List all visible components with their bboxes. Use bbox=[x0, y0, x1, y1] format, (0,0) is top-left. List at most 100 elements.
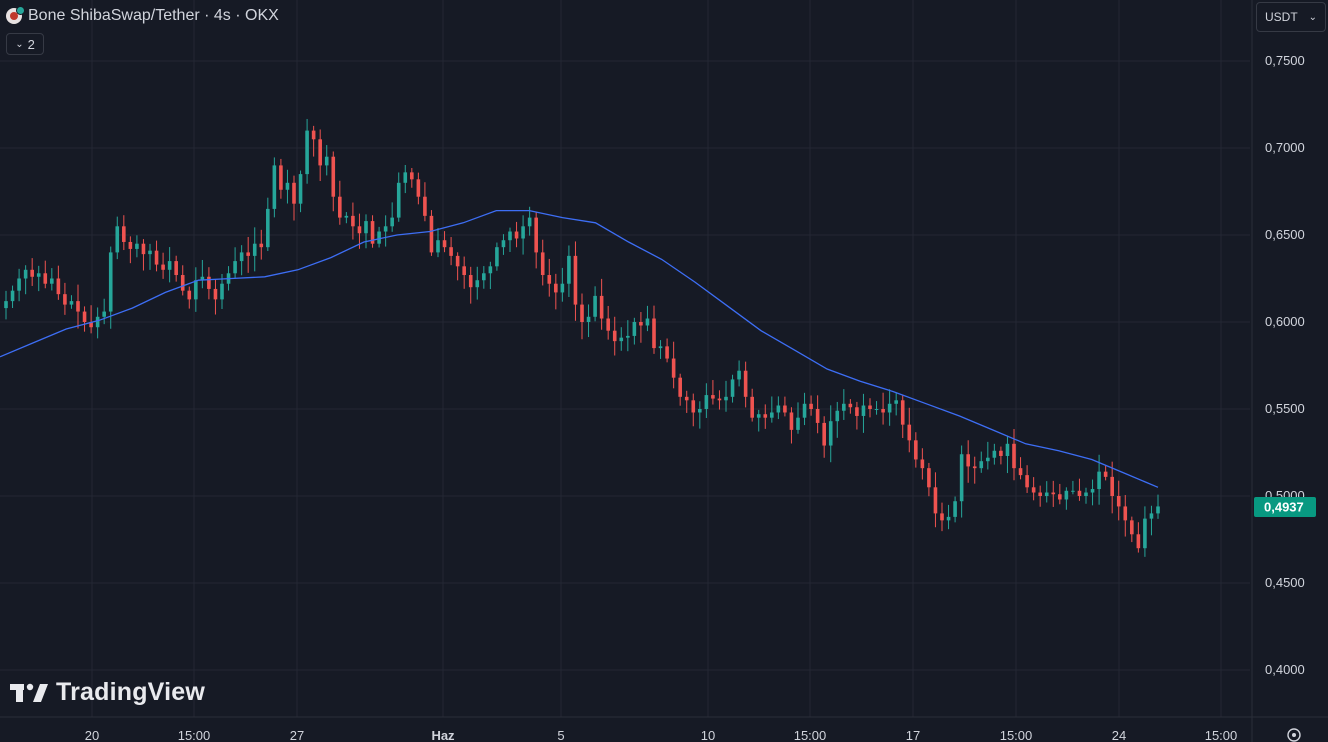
candle-body bbox=[383, 226, 388, 232]
candle-body bbox=[233, 261, 237, 274]
candle-body bbox=[1110, 476, 1114, 496]
candle-body bbox=[468, 275, 473, 288]
chevron-down-icon: ⌄ bbox=[15, 38, 24, 50]
candle-body bbox=[986, 457, 990, 462]
indicator-count: 2 bbox=[27, 36, 35, 52]
candle-body bbox=[36, 273, 41, 277]
settings-icon[interactable] bbox=[1287, 728, 1301, 742]
y-tick-label: 0,7000 bbox=[1265, 140, 1305, 155]
candle-body bbox=[482, 273, 486, 281]
candle-body bbox=[776, 405, 781, 413]
candle-body bbox=[429, 215, 434, 253]
x-tick-label: 17 bbox=[906, 728, 920, 742]
candle-body bbox=[920, 459, 925, 469]
candle-body bbox=[999, 450, 1003, 456]
candle-body bbox=[50, 278, 54, 284]
candle-body bbox=[796, 417, 800, 430]
candle-body bbox=[842, 403, 846, 411]
candle-body bbox=[547, 275, 552, 284]
candle-body bbox=[501, 240, 506, 248]
currency-label: USDT bbox=[1265, 10, 1298, 24]
y-tick-label: 0,5500 bbox=[1265, 401, 1305, 416]
candle-body bbox=[259, 243, 264, 248]
candle-body bbox=[213, 288, 218, 300]
candle-body bbox=[10, 290, 15, 302]
candle-body bbox=[953, 501, 957, 517]
candle-body bbox=[907, 424, 912, 441]
candle-body bbox=[711, 395, 715, 399]
candle-body bbox=[455, 255, 460, 267]
candle-body bbox=[678, 377, 682, 397]
candle-body bbox=[658, 346, 663, 349]
candle-body bbox=[1058, 494, 1062, 500]
x-tick-label: 10 bbox=[701, 728, 715, 742]
candle-body bbox=[835, 410, 840, 422]
candle-body bbox=[933, 487, 938, 514]
candle-body bbox=[959, 454, 964, 502]
candle-body bbox=[357, 226, 362, 234]
candle-body bbox=[207, 276, 211, 289]
candle-body bbox=[874, 409, 879, 410]
candle-body bbox=[423, 196, 427, 216]
candle-body bbox=[174, 261, 178, 276]
candle-body bbox=[495, 247, 499, 267]
last-price-badge: 0,4937 bbox=[1254, 496, 1316, 517]
candle-body bbox=[324, 156, 329, 166]
candle-body bbox=[396, 182, 401, 218]
candle-body bbox=[318, 139, 322, 166]
candle-body bbox=[1143, 518, 1147, 549]
candles bbox=[4, 118, 1160, 557]
candle-body bbox=[76, 301, 80, 312]
candle-body bbox=[927, 468, 931, 488]
candle-body bbox=[161, 264, 165, 270]
candle-body bbox=[351, 215, 355, 227]
x-tick-label: 15:00 bbox=[178, 728, 211, 742]
candle-body bbox=[1130, 520, 1134, 535]
y-tick-label: 0,6000 bbox=[1265, 314, 1305, 329]
x-axis-labels: 20 15:00 27 Haz 5 10 15:00 17 15:00 24 15:00 bbox=[85, 728, 1238, 742]
candle-body bbox=[861, 405, 866, 416]
candle-body bbox=[815, 409, 820, 423]
candle-body bbox=[108, 252, 113, 312]
candle-body bbox=[1136, 534, 1141, 549]
candle-body bbox=[331, 156, 336, 197]
candle-body bbox=[102, 311, 106, 317]
indicators-toggle-button[interactable]: ⌄ 2 bbox=[6, 33, 44, 55]
candle-body bbox=[279, 165, 283, 190]
candle-body bbox=[684, 396, 689, 401]
candle-body bbox=[724, 396, 728, 401]
candle-body bbox=[1123, 506, 1128, 521]
candle-body bbox=[1025, 475, 1029, 488]
candle-body bbox=[940, 513, 944, 521]
candle-body bbox=[881, 409, 885, 413]
candle-body bbox=[1012, 443, 1016, 469]
candle-body bbox=[1044, 492, 1049, 496]
candle-body bbox=[298, 174, 303, 204]
candle-body bbox=[527, 217, 532, 227]
candle-body bbox=[17, 278, 21, 291]
candle-body bbox=[665, 346, 669, 359]
symbol-header[interactable]: Bone ShibaSwap/Tether · 4s · OKX bbox=[6, 4, 279, 28]
candle-body bbox=[894, 400, 898, 404]
candle-body bbox=[887, 403, 892, 413]
candle-body bbox=[364, 221, 368, 234]
currency-select[interactable]: USDT ⌄ bbox=[1256, 2, 1326, 32]
candle-body bbox=[652, 318, 656, 349]
candle-body bbox=[1084, 492, 1088, 496]
grid-lines bbox=[0, 0, 1250, 717]
x-tick-label: 24 bbox=[1112, 728, 1126, 742]
candle-body bbox=[488, 266, 493, 274]
candle-body bbox=[855, 407, 859, 416]
candle-body bbox=[56, 278, 61, 295]
tradingview-logo-icon bbox=[10, 683, 48, 702]
candle-body bbox=[691, 400, 696, 413]
candle-body bbox=[69, 301, 74, 305]
candle-body bbox=[390, 217, 394, 227]
candle-body bbox=[1051, 492, 1056, 495]
candle-body bbox=[914, 440, 918, 460]
x-tick-label: Haz bbox=[431, 728, 455, 742]
candle-body bbox=[194, 280, 198, 300]
candle-body bbox=[756, 414, 761, 418]
symbol-logo-icon bbox=[6, 6, 25, 24]
